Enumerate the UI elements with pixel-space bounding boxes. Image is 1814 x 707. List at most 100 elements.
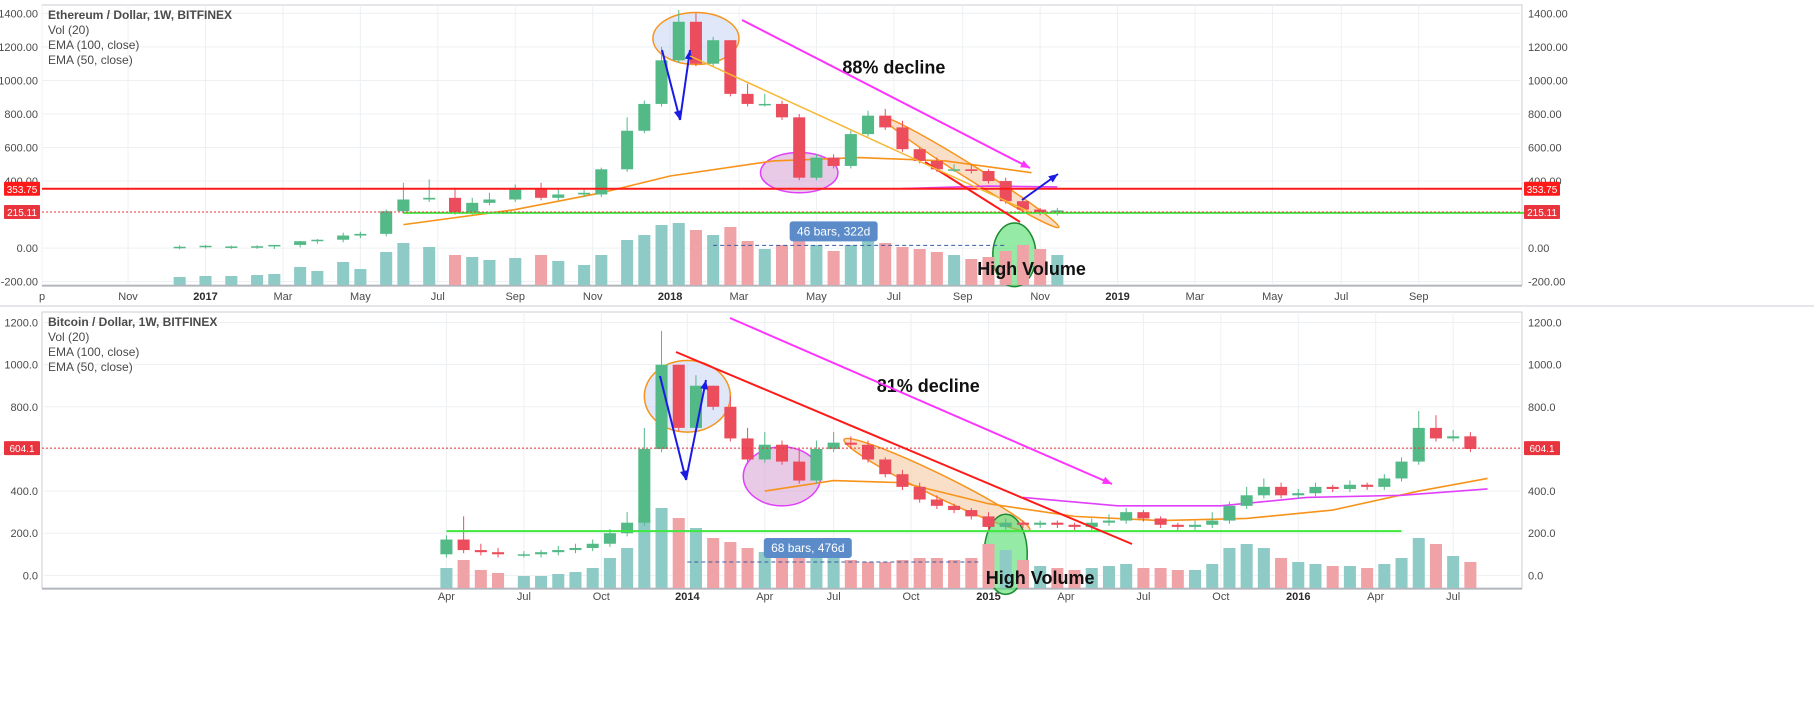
candle-body (930, 160, 943, 170)
x-tick-label: Apr (1367, 591, 1384, 603)
candle-body (397, 199, 410, 212)
candle-body (1361, 484, 1374, 487)
volume-bar (999, 550, 1012, 588)
y-tick-label-right: -200.00 (1528, 277, 1565, 289)
volume-bar (457, 560, 470, 588)
x-tick-label: Oct (593, 591, 610, 603)
candle-body (1343, 484, 1356, 489)
volume-bar (948, 560, 961, 588)
price-tag-right (1524, 205, 1560, 220)
volume-bar (509, 258, 522, 285)
volume-bar (775, 555, 789, 588)
x-tick-label: Mar (273, 291, 292, 303)
volume-bar (1034, 566, 1047, 588)
volume-bar (689, 528, 702, 588)
volume-bar (741, 241, 754, 285)
volume-bar (1034, 249, 1047, 285)
candle-body (982, 516, 995, 527)
volume-bar (578, 265, 591, 285)
volume-bar (251, 275, 264, 285)
candle-body (948, 505, 961, 511)
x-tick-label: 2018 (658, 291, 682, 303)
breakout-arrow-eth-head (1048, 174, 1058, 183)
volume-bar (621, 240, 634, 285)
candle-body (896, 474, 909, 487)
volume-bar (603, 558, 616, 588)
volume-bar (1326, 566, 1339, 588)
volume-bar (672, 518, 685, 588)
candle-body (775, 444, 789, 462)
volume-bar (337, 262, 350, 285)
y-tick-label-right: 1200.00 (1528, 42, 1568, 54)
price-tag-label: 215.11 (1527, 208, 1557, 219)
volume-bar (225, 276, 238, 285)
volume-bar (1085, 568, 1098, 588)
x-tick-label: Apr (438, 591, 455, 603)
x-tick-label: Jul (827, 591, 841, 603)
volume-bar (1343, 566, 1356, 588)
trend-line-btc (675, 351, 1133, 545)
candle-body (535, 189, 548, 198)
candle-body (535, 552, 548, 555)
x-tick-label: 2016 (1286, 591, 1310, 603)
candle-body (638, 448, 651, 523)
x-tick-label: May (1262, 291, 1283, 303)
candle-body (1034, 522, 1047, 525)
volume-bar (474, 570, 487, 588)
candle-body (793, 461, 806, 481)
volume-bar (741, 548, 754, 588)
measure-badge (763, 537, 852, 558)
y-tick-label-left: 1000.0 (4, 360, 38, 372)
candle-body (294, 241, 307, 245)
volume-bar (638, 518, 651, 588)
y-tick-label-right: 600.00 (1528, 143, 1562, 155)
price-tag-label: 604.1 (9, 444, 34, 455)
ema-100-line (403, 156, 1032, 226)
volume-bar (1102, 566, 1115, 588)
y-tick-label-right: 800.0 (1528, 402, 1556, 414)
candle-body (948, 169, 961, 171)
candle-body (1223, 505, 1236, 521)
volume-bar (862, 562, 875, 588)
price-tag-label: 353.75 (7, 185, 38, 196)
volume-bar (621, 548, 634, 588)
legend-entry: Bitcoin / Dollar, 1W, BITFINEX (48, 315, 217, 329)
y-tick-label-left: 1000.00 (0, 75, 38, 87)
volume-bar (913, 249, 926, 285)
y-tick-label-left: 200.0 (10, 528, 38, 540)
volume-bar (655, 225, 668, 285)
candle-body (999, 522, 1012, 527)
volume-bar (810, 554, 823, 588)
chart-panel-ethereum: 1400.00 1400.00 1200.00 1200.00 1000.00 1000.… (0, 4, 1568, 303)
volume-bar (1378, 564, 1391, 588)
candle-body (449, 197, 462, 213)
volume-bar (1361, 568, 1374, 588)
volume-bar (844, 245, 857, 285)
y-tick-label-left: 0.00 (17, 243, 38, 255)
candle-body (1464, 436, 1477, 449)
candle-body (1429, 427, 1442, 439)
volume-bar (1016, 245, 1029, 285)
candle-body (173, 246, 186, 249)
candle-body (707, 385, 720, 407)
plot-frame (41, 4, 1523, 286)
candle-body (913, 486, 926, 500)
candle-body (1051, 210, 1064, 213)
x-tick-label: Apr (756, 591, 773, 603)
x-tick-label: Jul (431, 291, 445, 303)
candle-body (1257, 486, 1270, 496)
candle-body (578, 192, 591, 195)
high-volume-annotation: High Volume (977, 259, 1086, 279)
volume-bar (569, 572, 582, 588)
candle-body (896, 127, 909, 150)
volume-bar (535, 255, 548, 285)
volume-bar (1016, 560, 1029, 588)
y-tick-label-left: 1200.00 (0, 42, 38, 54)
candle-body (844, 134, 857, 166)
candle-body (1137, 512, 1150, 519)
volume-bar (810, 245, 823, 285)
volume-bar (1206, 564, 1219, 588)
candle-body (775, 103, 789, 118)
price-tag-left (4, 181, 40, 196)
